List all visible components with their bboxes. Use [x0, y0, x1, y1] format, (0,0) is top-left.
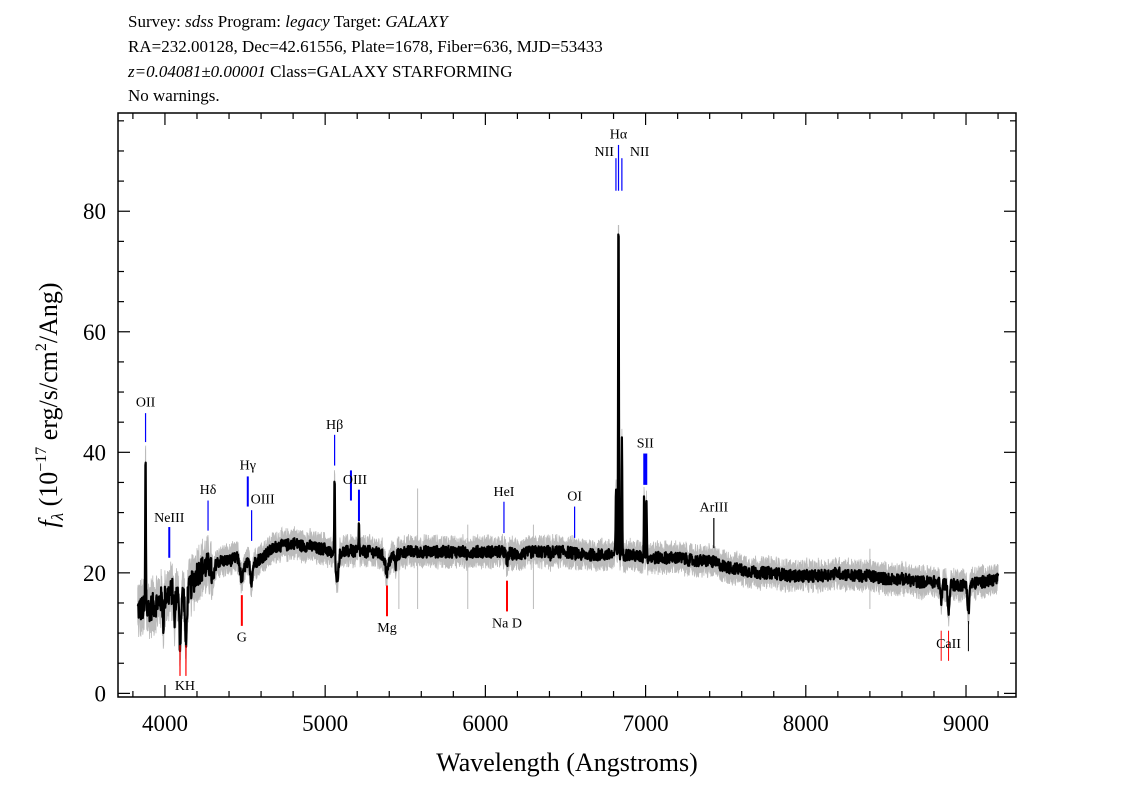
header-line-redshift: z=0.04081±0.00001 Class=GALAXY STARFORMI…: [127, 62, 512, 81]
header-line-survey: Survey: sdss Program: legacy Target: GAL…: [128, 12, 449, 31]
line-marker: Hδ: [200, 483, 217, 531]
line-marker: OIII: [251, 493, 275, 541]
line-label: Hβ: [326, 418, 343, 433]
axes: 4000 5000 6000 7000 8000 9000 0 20 40 60 80: [83, 112, 1017, 736]
x-tick-label: 7000: [623, 711, 669, 736]
line-marker: Hγ: [240, 458, 256, 507]
line-label: Hγ: [240, 458, 256, 473]
line-label: ArIII: [699, 501, 728, 516]
spectrum-line: [136, 233, 1000, 653]
line-marker: CaII: [936, 621, 969, 661]
line-label: CaII: [936, 637, 961, 652]
line-marker: NII: [595, 145, 617, 191]
line-label: Hδ: [200, 483, 217, 498]
line-label: G: [237, 631, 247, 646]
y-tick-label: 80: [83, 199, 106, 224]
x-axis-label: Wavelength (Angstroms): [436, 748, 697, 777]
line-marker: Na D: [492, 580, 522, 631]
line-marker: Mg: [377, 585, 397, 636]
x-tick-label: 5000: [302, 711, 348, 736]
line-marker: NeIII: [154, 511, 185, 558]
line-label: Hα: [610, 127, 628, 142]
line-marker: OIII: [343, 470, 367, 522]
x-tick-label: 6000: [462, 711, 508, 736]
line-label: NeIII: [154, 511, 185, 526]
line-marker: ArIII: [699, 501, 729, 549]
x-tick-label: 9000: [943, 711, 989, 736]
y-axis-label: fλ (10−17 erg/s/cm2/Ang): [33, 282, 67, 527]
line-label: OIII: [343, 473, 367, 488]
line-label: NII: [630, 145, 650, 160]
line-marker: Hβ: [326, 418, 343, 466]
line-label: K: [175, 679, 185, 694]
line-label: Na D: [492, 616, 522, 631]
plot-frame: [117, 112, 1017, 698]
x-tick-label: 8000: [783, 711, 829, 736]
line-marker: SII: [637, 437, 654, 485]
line-label: Mg: [377, 621, 396, 636]
y-tick-label: 40: [83, 440, 106, 465]
line-label: NII: [595, 145, 615, 160]
header: Survey: sdss Program: legacy Target: GAL…: [127, 12, 603, 105]
line-label: OI: [567, 490, 582, 505]
line-marker: G: [237, 595, 247, 646]
line-label: H: [185, 679, 195, 694]
line-label: HeI: [493, 485, 514, 500]
x-tick-label: 4000: [142, 711, 188, 736]
y-tick-label: 0: [95, 681, 107, 706]
line-label: OII: [136, 396, 156, 411]
y-tick-label: 60: [83, 320, 106, 345]
header-line-coordinates: RA=232.00128, Dec=42.61556, Plate=1678, …: [128, 37, 603, 56]
line-marker: H: [185, 645, 195, 694]
line-label: SII: [637, 437, 654, 452]
line-marker: OII: [136, 396, 156, 443]
line-marker: HeI: [493, 485, 515, 534]
line-label: OIII: [251, 493, 275, 508]
line-marker: K: [175, 645, 185, 694]
header-line-warnings: No warnings.: [128, 86, 220, 105]
line-marker: OI: [567, 490, 582, 538]
error-band: [137, 224, 999, 668]
y-tick-label: 20: [83, 561, 106, 586]
line-marker: Hα: [610, 127, 628, 191]
line-marker: NII: [621, 145, 650, 191]
